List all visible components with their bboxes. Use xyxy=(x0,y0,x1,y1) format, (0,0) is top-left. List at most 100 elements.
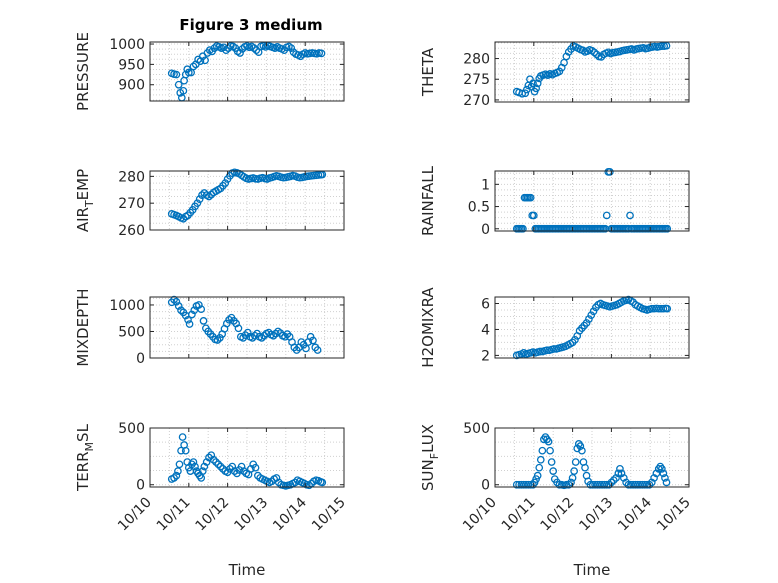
data-point xyxy=(271,329,280,338)
data-point xyxy=(190,306,199,315)
data-point xyxy=(251,463,260,472)
data-point xyxy=(177,446,185,455)
data-point xyxy=(250,331,259,340)
data-point xyxy=(640,480,649,489)
data-point xyxy=(172,471,181,480)
y-axis-label: AIRTEMP xyxy=(74,169,96,232)
data-point xyxy=(175,460,184,469)
data-point xyxy=(662,41,671,50)
data-point xyxy=(585,315,593,323)
x-tick-label: 10/15 xyxy=(654,495,694,535)
x-tick-label: 10/14 xyxy=(615,494,655,534)
data-point xyxy=(213,336,222,344)
y-tick-label: 6 xyxy=(481,296,490,312)
data-point xyxy=(188,310,196,319)
data-point xyxy=(605,168,614,176)
data-point xyxy=(317,49,326,58)
data-point xyxy=(529,211,538,220)
data-point xyxy=(602,211,611,220)
axis-box xyxy=(494,427,690,488)
data-point xyxy=(225,315,234,324)
y-tick-label: 500 xyxy=(118,421,145,437)
y-label-main: TERR xyxy=(74,451,92,492)
data-point xyxy=(657,464,666,473)
data-point xyxy=(663,304,672,313)
y-tick-label: 2 xyxy=(481,348,490,364)
y-tick-label: 900 xyxy=(118,78,145,94)
data-point xyxy=(199,317,208,325)
data-point xyxy=(189,62,198,71)
data-point xyxy=(269,331,278,340)
data-point xyxy=(318,478,327,487)
data-point xyxy=(243,328,252,337)
data-point xyxy=(526,193,535,202)
axis-box xyxy=(149,170,345,231)
data-point xyxy=(576,442,585,451)
data-point xyxy=(571,458,580,466)
data-point xyxy=(177,306,185,315)
data-point xyxy=(309,336,317,345)
data-point xyxy=(533,471,542,480)
data-point xyxy=(184,68,193,77)
data-point xyxy=(546,446,554,455)
data-point xyxy=(302,344,310,353)
y-tick-label: 0 xyxy=(136,351,145,367)
data-point xyxy=(179,86,188,95)
axis-box xyxy=(149,41,345,102)
x-axis-label: Time xyxy=(573,561,611,579)
data-point xyxy=(605,480,613,489)
data-point xyxy=(257,333,266,342)
panel-row2-left: 260 270 280 AIRTEMP xyxy=(74,168,345,239)
x-tick-label: 10/10 xyxy=(115,495,155,535)
data-point xyxy=(201,56,209,65)
data-point xyxy=(536,455,545,464)
x-tick-label: 10/14 xyxy=(270,494,310,534)
x-tick-label: 10/11 xyxy=(499,495,539,535)
data-point xyxy=(609,476,618,485)
x-tick-label: 10/11 xyxy=(154,495,194,535)
data-point xyxy=(250,44,258,52)
data-point xyxy=(521,89,530,98)
data-point xyxy=(590,48,599,57)
data-point xyxy=(174,302,183,310)
data-point xyxy=(214,460,223,469)
y-tick-label: 280 xyxy=(463,52,490,68)
x-tick-label: 10/15 xyxy=(309,495,349,535)
plot-area xyxy=(495,428,689,487)
y-tick-label: 0 xyxy=(136,478,145,494)
x-tick-label: 10/13 xyxy=(231,495,271,535)
x-axis-label: Time xyxy=(228,561,266,579)
y-label-tail: LUX xyxy=(419,424,437,453)
panel-row3-right: 2 4 6 H2OMIXRA xyxy=(419,287,690,368)
y-tick-label: 1 xyxy=(481,177,490,193)
axis-box xyxy=(494,170,690,232)
data-point xyxy=(221,179,230,187)
axis-box xyxy=(149,427,345,488)
data-point xyxy=(193,199,202,208)
data-point xyxy=(191,462,199,471)
data-point xyxy=(170,295,178,304)
y-axis-label: RAINFALL xyxy=(419,165,437,236)
data-point xyxy=(547,458,556,466)
data-point xyxy=(571,335,579,344)
y-label-subscript: M xyxy=(83,442,96,452)
figure-title: Figure 3 medium xyxy=(179,16,322,34)
data-point xyxy=(663,224,672,233)
y-axis-label: H2OMIXRA xyxy=(419,287,437,368)
data-point xyxy=(184,315,192,324)
data-point xyxy=(519,224,527,233)
data-point xyxy=(174,467,182,475)
data-point xyxy=(581,463,589,472)
y-axis-label: PRESSURE xyxy=(74,32,92,111)
data-point xyxy=(538,446,547,455)
x-tick-label: 10/12 xyxy=(193,495,233,535)
y-tick-label: 0.5 xyxy=(468,200,490,216)
data-point xyxy=(236,49,244,57)
x-tick-label: 10/12 xyxy=(538,495,578,535)
data-point xyxy=(248,333,257,342)
data-point xyxy=(657,42,666,50)
data-point xyxy=(198,191,206,199)
